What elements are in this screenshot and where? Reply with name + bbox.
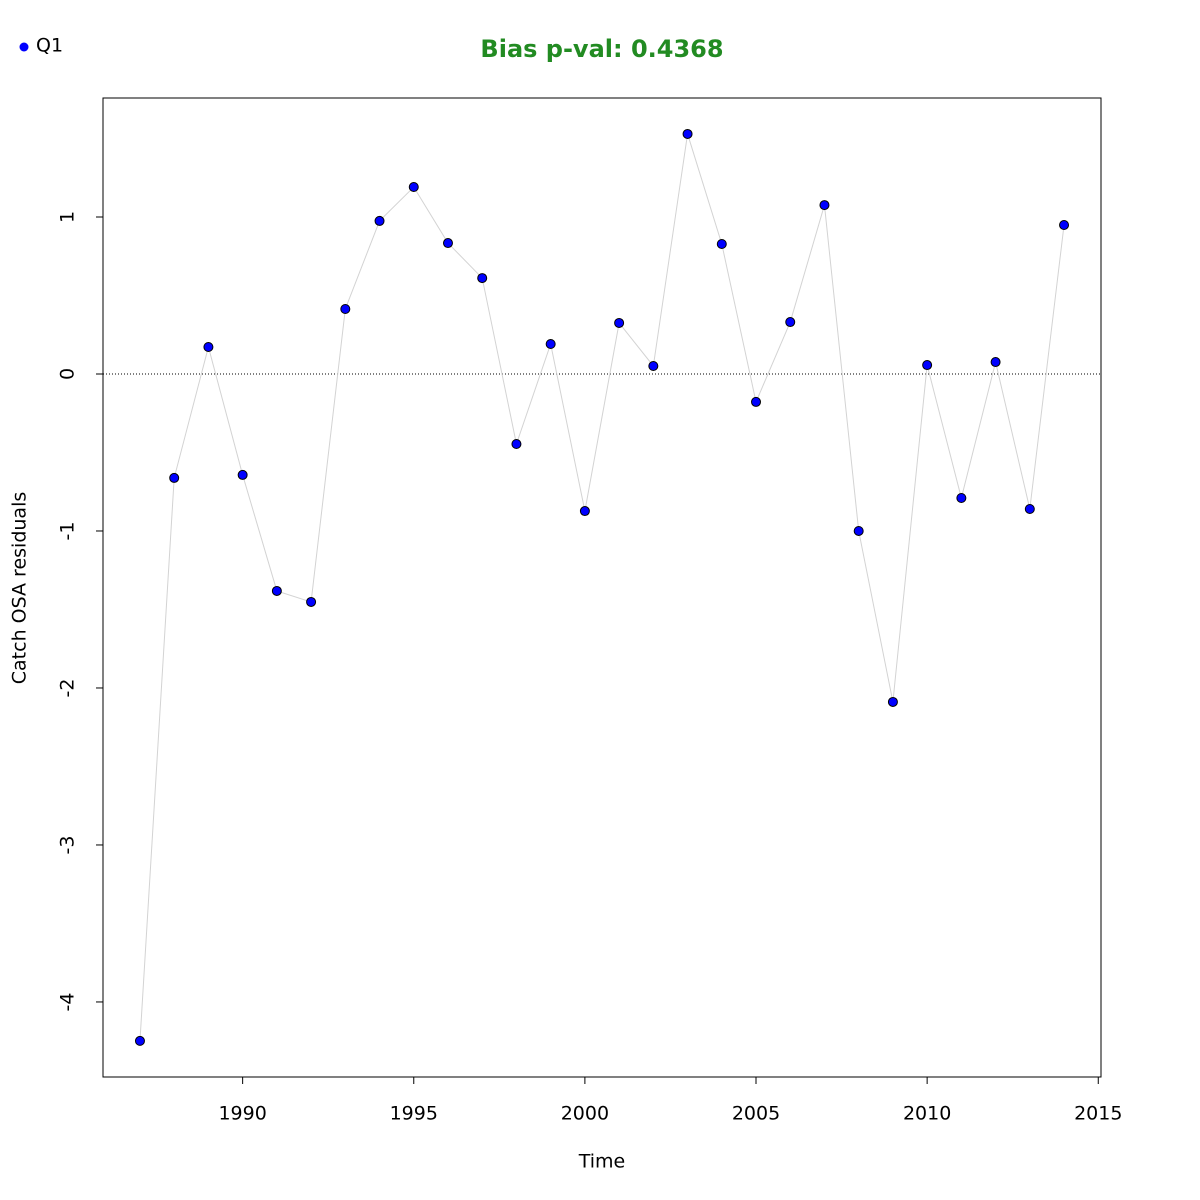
point xyxy=(819,200,830,211)
point xyxy=(648,360,659,371)
point xyxy=(511,439,522,450)
point xyxy=(785,317,796,328)
y-tick-label: 1 xyxy=(57,211,79,223)
y-axis-label: Catch OSA residuals xyxy=(9,492,31,684)
y-tick-label: -1 xyxy=(57,522,79,541)
legend-label: Q1 xyxy=(36,35,63,57)
point xyxy=(716,239,727,250)
point xyxy=(887,696,898,707)
point xyxy=(237,469,248,480)
point xyxy=(408,182,419,193)
point xyxy=(374,215,385,226)
point xyxy=(340,303,351,314)
point xyxy=(134,1035,145,1046)
x-tick-label: 2005 xyxy=(732,1103,780,1125)
point xyxy=(271,585,282,596)
point xyxy=(306,596,317,607)
y-tick-label: -3 xyxy=(57,835,79,854)
x-axis-label: Time xyxy=(578,1151,626,1173)
x-tick-label: 1995 xyxy=(390,1103,438,1125)
x-tick-label: 2000 xyxy=(561,1103,609,1125)
point xyxy=(853,525,864,536)
point xyxy=(579,506,590,517)
y-tick-label: -4 xyxy=(57,992,79,1011)
legend-marker xyxy=(19,42,29,52)
point xyxy=(203,341,214,352)
point xyxy=(545,339,556,350)
point xyxy=(682,128,693,139)
point xyxy=(922,360,933,371)
x-tick-label: 2015 xyxy=(1074,1103,1122,1125)
y-tick-label: -2 xyxy=(57,678,79,697)
point xyxy=(614,317,625,328)
x-tick-label: 2010 xyxy=(903,1103,951,1125)
point xyxy=(169,472,180,483)
point xyxy=(477,273,488,284)
plot-box xyxy=(102,97,1102,1078)
point xyxy=(956,493,967,504)
chart-title: Bias p-val: 0.4368 xyxy=(480,35,723,63)
point xyxy=(1024,504,1035,515)
point xyxy=(442,238,453,249)
x-tick-label: 1990 xyxy=(218,1103,266,1125)
series-line xyxy=(139,133,1065,1041)
point xyxy=(751,396,762,407)
point xyxy=(1059,220,1070,231)
point xyxy=(990,357,1001,368)
y-tick-label: 0 xyxy=(57,368,79,380)
